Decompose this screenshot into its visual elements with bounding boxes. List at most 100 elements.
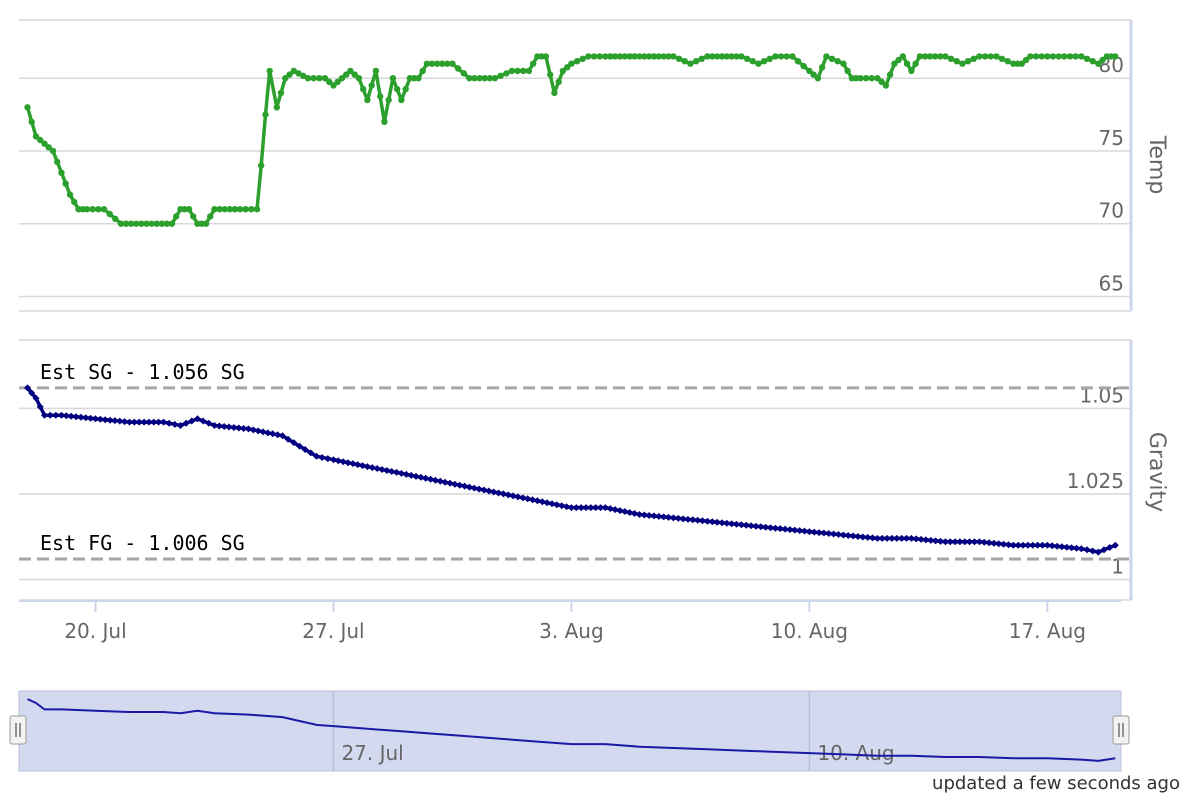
- temp-point: [937, 53, 944, 60]
- temp-point: [168, 220, 176, 227]
- temp-point: [621, 53, 628, 60]
- gravity-point: [363, 463, 371, 471]
- gravity-point: [485, 487, 493, 495]
- temp-point: [766, 55, 773, 62]
- gravity-point: [567, 504, 575, 512]
- gravity-point: [165, 419, 173, 427]
- gravity-point: [893, 534, 901, 542]
- temp-point: [844, 67, 851, 75]
- gravity-point: [597, 504, 605, 512]
- temp-point: [579, 55, 586, 62]
- gravity-point: [446, 479, 454, 487]
- temp-point: [738, 53, 745, 60]
- gravity-point: [966, 538, 974, 546]
- temp-point: [547, 71, 554, 78]
- temp-point: [976, 53, 983, 60]
- gravity-point: [1039, 541, 1046, 549]
- gravity-point: [1077, 545, 1085, 553]
- temp-point: [542, 53, 550, 60]
- temp-point: [258, 162, 265, 169]
- gravity-point: [621, 508, 629, 515]
- temp-point: [675, 55, 683, 62]
- navigator[interactable]: 27. Jul 10. Aug: [9, 690, 1130, 772]
- temp-point: [1055, 53, 1062, 60]
- temp-point: [631, 53, 638, 60]
- temp-point: [953, 58, 960, 65]
- gravity-point: [509, 492, 517, 500]
- gravity-point: [259, 428, 267, 436]
- gravity-point: [87, 414, 95, 422]
- temp-point: [810, 71, 817, 78]
- gravity-point: [791, 526, 799, 534]
- gravity-point: [349, 460, 357, 468]
- navigator-left-handle[interactable]: [9, 715, 27, 745]
- temp-point: [704, 53, 711, 60]
- temp-point: [100, 206, 108, 213]
- gravity-point: [290, 439, 298, 447]
- gravity-point: [699, 517, 706, 525]
- temp-point: [377, 93, 384, 100]
- gravity-point: [1111, 541, 1119, 549]
- temp-point: [486, 75, 493, 82]
- gravity-point: [490, 488, 498, 496]
- temp-point: [242, 206, 249, 213]
- gravity-point: [640, 511, 648, 519]
- temp-point: [133, 220, 140, 227]
- gravity-point: [927, 536, 935, 544]
- gravity-point: [961, 538, 969, 546]
- gravity-point: [514, 493, 522, 501]
- temp-point: [122, 220, 130, 227]
- gravity-point: [465, 483, 473, 491]
- temp-point: [789, 53, 796, 60]
- temp-point: [282, 75, 289, 82]
- temp-point: [964, 58, 972, 65]
- gravity-point: [1094, 548, 1102, 556]
- gravity-point: [801, 527, 808, 535]
- temp-point: [1066, 53, 1074, 60]
- gravity-point: [77, 413, 85, 421]
- gravity-point: [62, 412, 70, 420]
- gravity-point: [249, 426, 257, 434]
- gravity-point: [650, 512, 658, 520]
- gravity-point: [645, 512, 653, 519]
- navigator-right-handle[interactable]: [1112, 715, 1130, 745]
- gravity-point: [728, 520, 736, 528]
- gravity-point: [631, 510, 638, 517]
- gravity-point: [805, 528, 813, 536]
- gravity-point: [96, 415, 104, 423]
- updated-status: updated a few seconds ago: [932, 773, 1180, 794]
- temp-point: [231, 206, 239, 213]
- temp-point: [471, 75, 478, 82]
- temp-point: [596, 53, 603, 60]
- gravity-point: [820, 529, 828, 537]
- gravity-point: [171, 420, 179, 428]
- gravity-point: [417, 473, 425, 481]
- gravity-point: [912, 535, 920, 543]
- navigator-mask[interactable]: [18, 690, 1122, 772]
- gravity-point: [199, 417, 207, 425]
- x-tick-label: 17. Aug: [1009, 619, 1086, 643]
- temp-point: [428, 60, 436, 67]
- temp-point: [54, 158, 61, 166]
- temp-point: [573, 58, 581, 65]
- gravity-series: [24, 384, 1119, 556]
- temp-point: [947, 55, 955, 62]
- gravity-point: [111, 417, 119, 425]
- gravity-point: [529, 496, 537, 504]
- gravity-point: [713, 518, 721, 526]
- temp-point: [310, 75, 317, 82]
- temp-point: [743, 55, 751, 62]
- gravity-point: [1048, 542, 1056, 550]
- temp-point: [1004, 58, 1011, 65]
- temp-point: [347, 67, 354, 75]
- gravity-point: [470, 484, 478, 492]
- gravity-point: [951, 538, 959, 546]
- temp-point: [106, 210, 113, 218]
- gravity-point: [24, 384, 31, 392]
- gravity-point: [1000, 540, 1008, 548]
- navigator-grid: 27. Jul 10. Aug: [332, 691, 895, 771]
- gravity-point: [205, 419, 213, 427]
- gravity-point: [563, 503, 571, 511]
- temp-point: [602, 53, 609, 60]
- gravity-point: [383, 467, 391, 474]
